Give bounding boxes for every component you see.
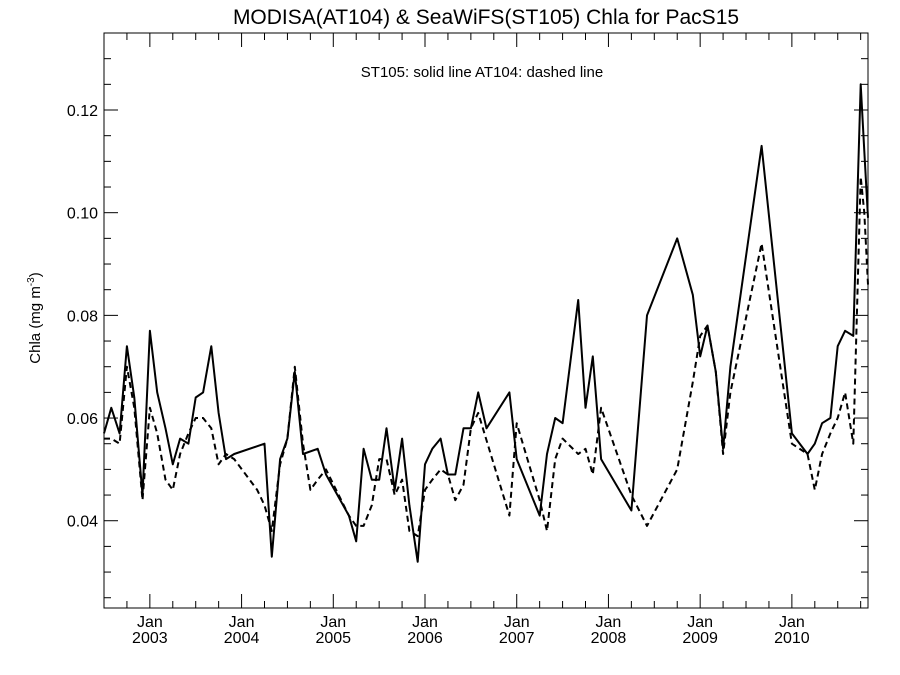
y-axis-label-sup: -3	[26, 277, 37, 286]
x-tick-label-month: Jan	[412, 614, 438, 631]
x-tick-label-year: 2003	[132, 630, 168, 647]
x-tick-label-month: Jan	[320, 614, 346, 631]
x-tick-label-month: Jan	[229, 614, 255, 631]
svg-text:Chla (mg m-3): Chla (mg m-3)	[26, 272, 44, 363]
y-tick-label: 0.04	[67, 514, 98, 531]
series-legend-note: ST105: solid line AT104: dashed line	[361, 64, 603, 81]
x-tick-label-year: 2004	[224, 630, 260, 647]
plot-frame	[103, 32, 869, 609]
y-tick-label: 0.12	[67, 103, 98, 120]
y-tick-label: 0.06	[67, 411, 98, 428]
x-tick-label-year: 2010	[774, 630, 810, 647]
chart-title: MODISA(AT104) & SeaWiFS(ST105) Chla for …	[233, 6, 739, 29]
x-tick-label-month: Jan	[687, 614, 713, 631]
series-line-st105	[103, 83, 869, 563]
x-tick-label-year: 2005	[315, 630, 351, 647]
axis-tick-labels: 0.040.060.080.100.12Jan2003Jan2004Jan200…	[67, 103, 810, 647]
x-tick-label-month: Jan	[137, 614, 163, 631]
axis-ticks	[104, 33, 868, 608]
series-line-at104	[104, 175, 869, 538]
y-axis-label-main: Chla (mg m	[27, 286, 44, 364]
y-tick-label: 0.10	[67, 206, 98, 223]
x-tick-label-month: Jan	[596, 614, 622, 631]
x-tick-label-year: 2008	[591, 630, 627, 647]
y-axis-label-close: )	[27, 272, 44, 277]
x-tick-label-year: 2006	[407, 630, 443, 647]
y-axis-label: Chla (mg m-3)	[26, 272, 44, 363]
x-tick-label-month: Jan	[504, 614, 530, 631]
series-lines	[103, 83, 869, 563]
x-tick-label-month: Jan	[779, 614, 805, 631]
x-tick-label-year: 2009	[682, 630, 718, 647]
y-tick-label: 0.08	[67, 308, 98, 325]
x-tick-label-year: 2007	[499, 630, 535, 647]
